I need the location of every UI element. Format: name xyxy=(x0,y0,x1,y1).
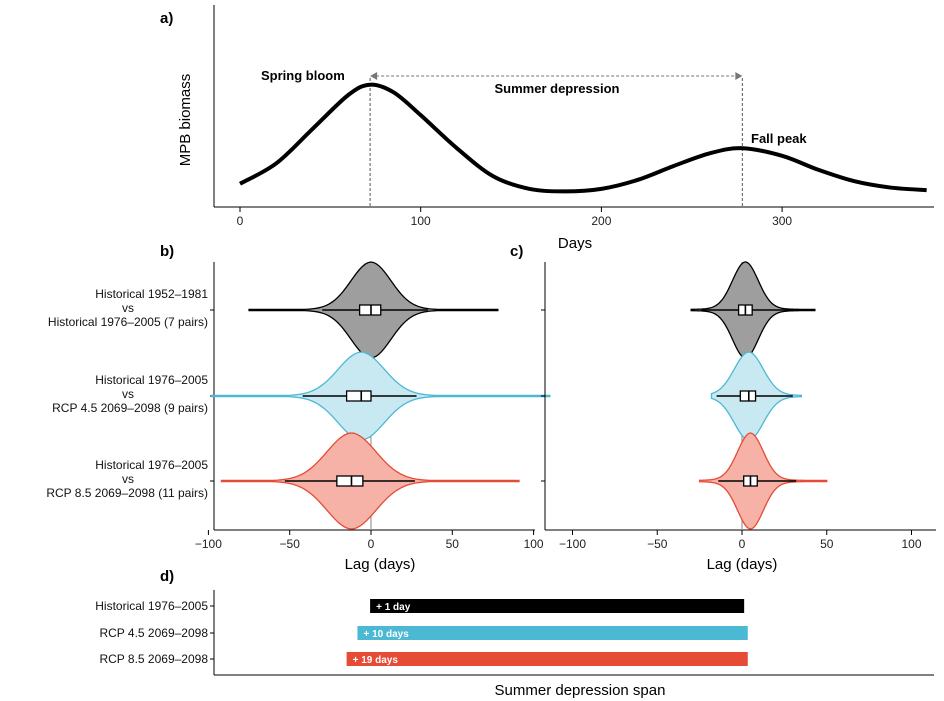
b-cat-3-line-3: RCP 8.5 2069–2098 (11 pairs) xyxy=(46,486,208,500)
panel-a: a) 0 100 200 300 MPB biomass Days Spring bl… xyxy=(160,5,934,252)
d-bar-label: + 10 days xyxy=(363,629,409,640)
b-box xyxy=(345,390,372,402)
a-x-axis-label: Days xyxy=(558,235,592,252)
c-x-tick-label: 0 xyxy=(739,537,746,551)
biomass-curve xyxy=(239,82,927,194)
panel-label-a: a) xyxy=(160,10,173,27)
arrowhead-right-icon xyxy=(735,72,743,80)
c-x-axis-label: Lag (days) xyxy=(707,556,778,573)
b-x-axis-label: Lag (days) xyxy=(345,556,416,573)
b-cat-2-line-2: vs xyxy=(122,387,134,401)
d-x-axis-label: Summer depression span xyxy=(495,682,666,699)
b-cat-3-line-2: vs xyxy=(122,472,134,486)
a-x-tick-label: 0 xyxy=(237,214,244,228)
a-x-ticks: 0 100 200 300 xyxy=(237,207,792,228)
annotation-summer-depression: Summer depression xyxy=(495,81,620,96)
b-cat-1-line-1: Historical 1952–1981 xyxy=(95,287,208,301)
c-x-tick-label: −50 xyxy=(647,537,668,551)
panel-label-b: b) xyxy=(160,243,174,260)
d-category-label: Historical 1976–2005 xyxy=(95,599,208,613)
b-box xyxy=(336,475,364,487)
b-x-tick-label: −100 xyxy=(195,537,222,551)
d-bar-label: + 19 days xyxy=(353,655,399,666)
d-bar-label: + 1 day xyxy=(376,602,411,613)
a-x-tick-label: 100 xyxy=(411,214,431,228)
c-x-tick-label: 100 xyxy=(901,537,921,551)
b-box xyxy=(358,304,382,316)
d-category-label: RCP 8.5 2069–2098 xyxy=(99,652,208,666)
annotation-spring-bloom: Spring bloom xyxy=(261,68,345,83)
b-x-tick-label: 100 xyxy=(524,537,544,551)
b-violins xyxy=(211,261,551,530)
panel-d: d) Historical 1976–2005 RCP 4.5 2069–2098… xyxy=(95,568,934,699)
b-category-labels: Historical 1952–1981 vs Historical 1976–… xyxy=(46,287,208,500)
a-x-tick-label: 200 xyxy=(591,214,611,228)
c-x-tick-label: 50 xyxy=(820,537,834,551)
c-x-tick-label: −100 xyxy=(559,537,586,551)
d-span-bar xyxy=(370,599,745,613)
b-cat-1-line-3: Historical 1976–2005 (7 pairs) xyxy=(48,315,208,329)
b-cat-2-line-1: Historical 1976–2005 xyxy=(95,373,208,387)
d-bars: Historical 1976–2005 RCP 4.5 2069–2098 RCP… xyxy=(95,599,748,666)
c-box xyxy=(739,390,757,402)
b-x-tick-label: −50 xyxy=(280,537,301,551)
b-cat-1-line-2: vs xyxy=(122,301,134,315)
b-cat-2-line-3: RCP 4.5 2069–2098 (9 pairs) xyxy=(52,401,208,415)
panel-label-d: d) xyxy=(160,568,174,585)
panel-c: c) −100 −50 0 50 100 Lag (days) xyxy=(510,243,936,573)
panel-b: b) Historical 1952–1981 vs Historical 19… xyxy=(46,243,551,573)
arrowhead-left-icon xyxy=(370,72,378,80)
a-y-axis-label: MPB biomass xyxy=(177,74,194,167)
b-x-tick-label: 50 xyxy=(446,537,460,551)
b-cat-3-line-1: Historical 1976–2005 xyxy=(95,458,208,472)
c-violins xyxy=(690,261,828,530)
d-span-bar xyxy=(346,652,748,666)
annotation-fall-peak: Fall peak xyxy=(751,131,807,146)
b-x-tick-label: 0 xyxy=(368,537,375,551)
d-category-label: RCP 4.5 2069–2098 xyxy=(99,626,208,640)
panel-label-c: c) xyxy=(510,243,523,260)
d-span-bar xyxy=(357,626,748,640)
a-x-tick-label: 300 xyxy=(772,214,792,228)
